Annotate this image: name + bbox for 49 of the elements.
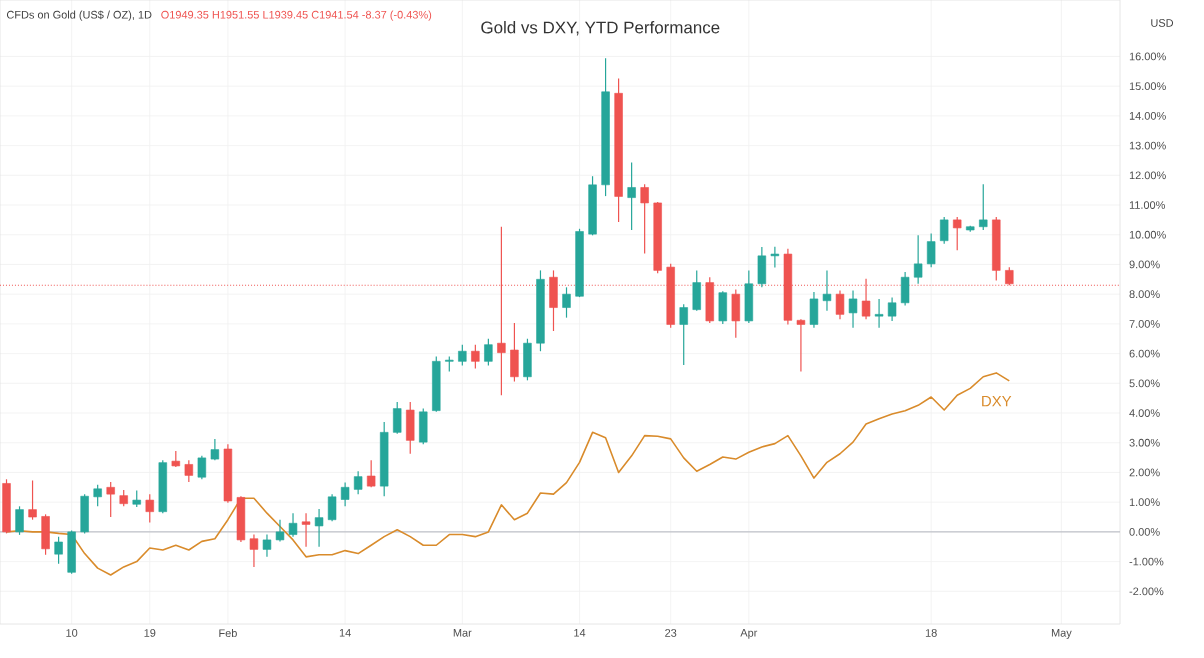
- candlestick: [926, 232, 936, 268]
- line-series: [5, 372, 1011, 576]
- candlestick: [419, 407, 428, 445]
- candlestick: [145, 493, 154, 523]
- candlestick: [627, 161, 636, 231]
- text: Gold vs DXY, YTD Performance: [481, 21, 720, 36]
- candlestick: [471, 344, 480, 370]
- candlestick: [913, 234, 923, 285]
- candlestick: [15, 505, 24, 536]
- candlestick: [327, 493, 337, 522]
- candlestick: [939, 216, 949, 245]
- candlestick: [484, 338, 493, 367]
- candlestick: [887, 296, 897, 322]
- candlestick: [80, 493, 89, 534]
- candlestick: [301, 512, 311, 548]
- candlestick: [562, 286, 571, 319]
- candlestick: [718, 290, 727, 325]
- candlestick: [249, 533, 259, 568]
- candlestick: [393, 401, 402, 435]
- candlestick: [184, 459, 194, 483]
- candlestick: [406, 401, 415, 455]
- candlestick: [848, 290, 858, 329]
- candlestick: [458, 344, 467, 367]
- candlestick: [54, 536, 63, 565]
- candlestick: [640, 183, 649, 255]
- candlestick: [770, 246, 780, 269]
- candlestick: [67, 529, 76, 575]
- candlestick: [93, 484, 102, 507]
- candlestick: [757, 246, 767, 288]
- candlestick: [523, 338, 532, 381]
- candlestick: [679, 303, 688, 366]
- candlestick: [41, 513, 50, 556]
- candlestick: [835, 290, 845, 320]
- candlestick: [366, 459, 376, 488]
- candlestick: [353, 470, 363, 495]
- candlestick: [28, 479, 37, 521]
- candlestick: [314, 508, 324, 548]
- candlestick: [744, 269, 754, 324]
- candlestick: [796, 318, 806, 373]
- candlestick: [979, 183, 988, 231]
- candlestick: [197, 455, 207, 480]
- candlestick: [236, 495, 246, 543]
- candlestick: [106, 481, 115, 518]
- candlestick: [340, 481, 350, 507]
- candlestick: [874, 298, 884, 329]
- candlestick: [510, 322, 519, 383]
- candlestick: [900, 271, 910, 307]
- candlestick: [692, 269, 701, 312]
- candlestick: [953, 216, 962, 251]
